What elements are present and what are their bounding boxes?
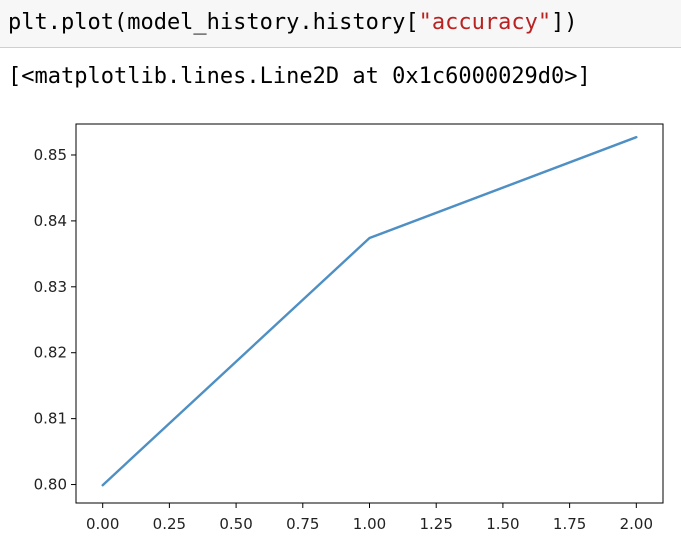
code-prefix: plt.plot(model_history.history[ [8,10,419,35]
x-tick-label: 2.00 [620,515,653,533]
series-line-accuracy [101,135,638,487]
y-tick-label: 0.82 [34,344,67,362]
y-tick-label: 0.80 [34,476,67,494]
y-tick-label: 0.81 [34,410,67,428]
y-tick-label: 0.83 [34,278,67,296]
x-tick-label: 0.25 [153,515,186,533]
code-suffix: ]) [551,10,578,35]
y-tick-label: 0.85 [34,146,67,164]
x-tick-label: 0.00 [86,515,119,533]
y-tick-label: 0.84 [34,212,67,230]
plot-frame [75,123,664,504]
x-tick-label: 1.00 [353,515,386,533]
x-tick-label: 1.75 [553,515,586,533]
code-string-literal: "accuracy" [418,10,552,35]
output-text: [<matplotlib.lines.Line2D at 0x1c6000029… [8,64,591,89]
x-tick-label: 1.50 [486,515,519,533]
x-tick-label: 0.50 [219,515,252,533]
code-cell[interactable]: plt.plot(model_history.history["accuracy… [0,0,681,48]
code-input[interactable]: plt.plot(model_history.history["accuracy… [8,8,578,38]
x-tick-label: 1.25 [420,515,453,533]
x-tick-label: 0.75 [286,515,319,533]
